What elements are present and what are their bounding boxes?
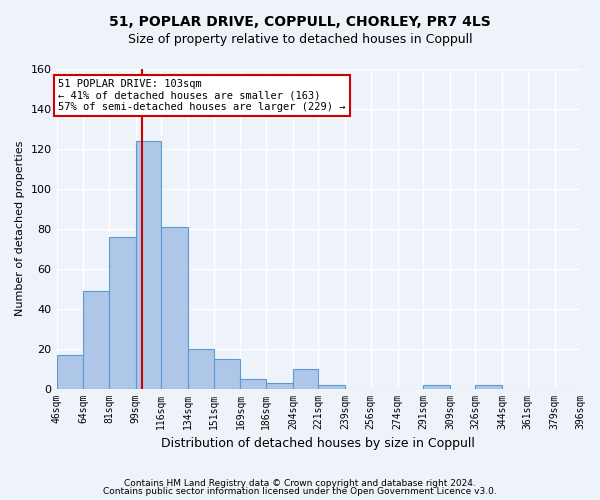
Bar [188,348,214,389]
Bar [423,384,450,388]
Bar [136,141,161,388]
Text: 51, POPLAR DRIVE, COPPULL, CHORLEY, PR7 4LS: 51, POPLAR DRIVE, COPPULL, CHORLEY, PR7 … [109,15,491,29]
Bar [161,227,188,388]
X-axis label: Distribution of detached houses by size in Coppull: Distribution of detached houses by size … [161,437,475,450]
Bar [56,354,83,388]
Text: Contains HM Land Registry data © Crown copyright and database right 2024.: Contains HM Land Registry data © Crown c… [124,478,476,488]
Bar [83,290,109,388]
Bar [293,368,318,388]
Text: Size of property relative to detached houses in Coppull: Size of property relative to detached ho… [128,32,472,46]
Bar [475,384,502,388]
Bar [214,358,241,388]
Bar [241,378,266,388]
Text: 51 POPLAR DRIVE: 103sqm
← 41% of detached houses are smaller (163)
57% of semi-d: 51 POPLAR DRIVE: 103sqm ← 41% of detache… [58,79,346,112]
Y-axis label: Number of detached properties: Number of detached properties [15,141,25,316]
Text: Contains public sector information licensed under the Open Government Licence v3: Contains public sector information licen… [103,487,497,496]
Bar [318,384,345,388]
Bar [266,382,293,388]
Bar [109,237,136,388]
